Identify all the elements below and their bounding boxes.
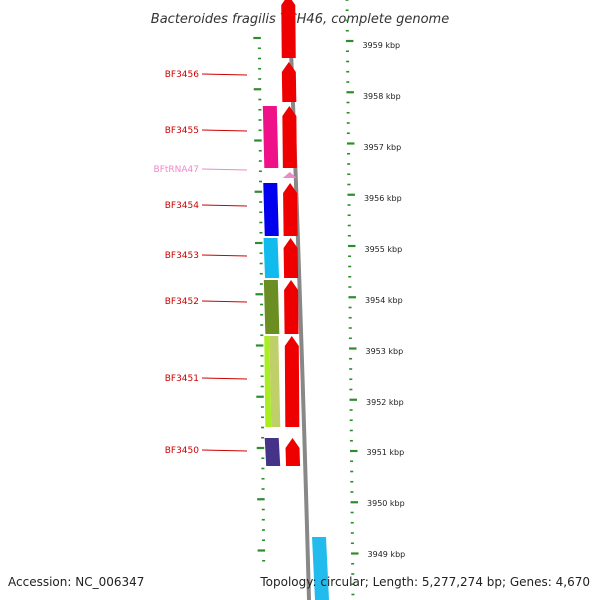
gene-arrow bbox=[281, 62, 297, 102]
cog-box bbox=[264, 336, 272, 427]
gene-label-leader bbox=[201, 73, 248, 76]
gene-label: BF3456 bbox=[165, 70, 200, 80]
gene-label-leader bbox=[201, 129, 248, 132]
gene-label: BF3450 bbox=[165, 446, 200, 456]
cog-box bbox=[262, 106, 279, 168]
cog-box bbox=[263, 280, 280, 334]
kbp-label: 3950 kbp bbox=[367, 499, 405, 508]
gene-label: BFtRNA47 bbox=[154, 165, 199, 175]
cog-box bbox=[269, 336, 281, 427]
gene-arrow bbox=[283, 238, 299, 278]
gene-label-leader bbox=[201, 168, 248, 171]
kbp-label: 3951 kbp bbox=[367, 448, 405, 457]
gene-arrow bbox=[284, 336, 300, 427]
gene-arrow bbox=[284, 280, 299, 334]
downstream-gene bbox=[312, 537, 329, 600]
kbp-label: 3955 kbp bbox=[364, 245, 402, 254]
gene-label: BF3452 bbox=[165, 297, 199, 307]
kbp-label: 3949 kbp bbox=[368, 550, 406, 559]
gene-label-leader bbox=[201, 377, 248, 380]
kbp-scale-labels: 3959 kbp 3958 kbp 3957 kbp 3956 kbp 3955 kbp… bbox=[362, 41, 405, 559]
gene-labels: BF3456 BF3455 BFtRNA47 BF3454 BF3453 BF3452 BF… bbox=[154, 70, 248, 456]
gene-label-leader bbox=[201, 449, 248, 452]
trna-feature bbox=[282, 172, 297, 178]
gene-label: BF3455 bbox=[165, 126, 199, 136]
gene-arrow bbox=[283, 183, 298, 236]
kbp-label: 3954 kbp bbox=[365, 296, 403, 305]
gene-arrow bbox=[285, 438, 301, 466]
kbp-label: 3957 kbp bbox=[363, 143, 401, 152]
map-title: Bacteroides fragilis YCH46, complete gen… bbox=[151, 12, 449, 27]
cog-box bbox=[263, 183, 279, 236]
gene-label-leader bbox=[201, 204, 248, 207]
cog-box bbox=[264, 438, 281, 466]
gene-arrow bbox=[282, 106, 297, 168]
kbp-label: 3953 kbp bbox=[366, 347, 404, 356]
gene-label: BF3454 bbox=[165, 201, 200, 211]
outer-scale-ticks bbox=[345, 0, 359, 596]
kbp-label: 3952 kbp bbox=[366, 398, 404, 407]
gene-arrow bbox=[281, 0, 296, 58]
genome-info-text: Topology: circular; Length: 5,277,274 bp… bbox=[259, 575, 590, 589]
kbp-label: 3958 kbp bbox=[363, 92, 401, 101]
gene-label: BF3451 bbox=[165, 374, 199, 384]
gene-label-leader bbox=[201, 254, 248, 257]
kbp-label: 3956 kbp bbox=[364, 194, 402, 203]
gene-label-leader bbox=[201, 300, 248, 303]
kbp-label: 3959 kbp bbox=[362, 41, 400, 50]
inner-scale-ticks bbox=[253, 36, 266, 562]
cog-box bbox=[263, 238, 280, 278]
accession-text: Accession: NC_006347 bbox=[8, 575, 144, 589]
gene-features bbox=[262, 0, 329, 600]
gene-label: BF3453 bbox=[165, 251, 199, 261]
